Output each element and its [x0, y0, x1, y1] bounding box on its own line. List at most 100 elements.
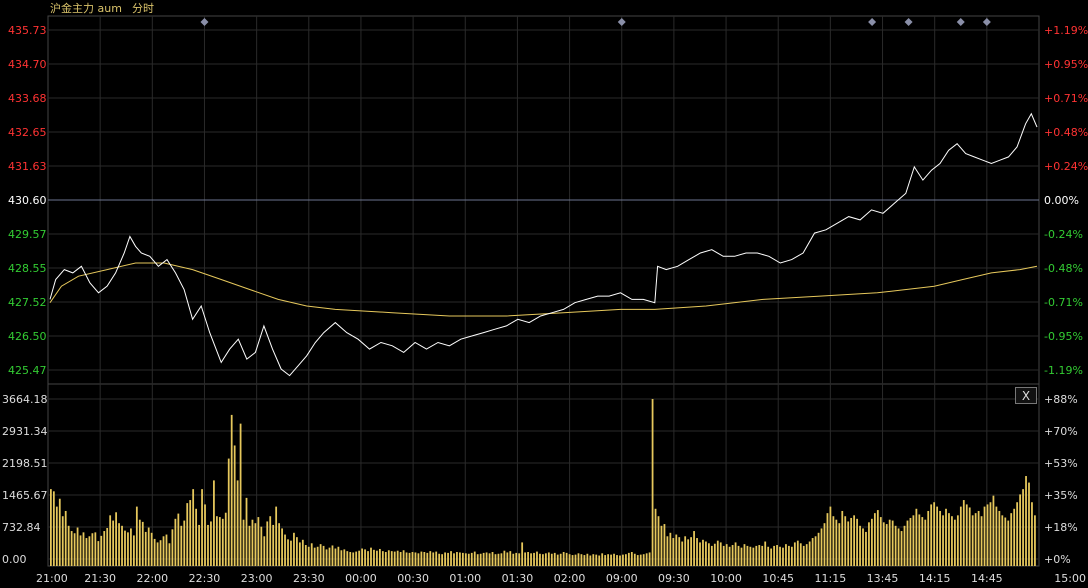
volume-bar [796, 540, 799, 566]
volume-bar [927, 510, 930, 566]
volume-bar [533, 552, 535, 566]
volume-bar [924, 519, 927, 566]
volume-bar [722, 545, 725, 566]
volume-bar [530, 553, 532, 566]
time-tick-label: 14:15 [919, 572, 951, 585]
volume-bar [790, 546, 793, 566]
volume-bar [814, 536, 817, 566]
percent-tick-label: +0.71% [1044, 92, 1088, 105]
volume-bar [705, 541, 707, 566]
volume-bar [227, 458, 230, 566]
volume-bar [636, 555, 639, 566]
volume-bar [651, 399, 654, 566]
volume-bar [986, 504, 989, 566]
volume-bar [512, 553, 515, 566]
event-marker[interactable] [904, 18, 913, 26]
volume-bar [396, 550, 399, 566]
volume-bar [467, 553, 470, 566]
volume-bar [254, 523, 257, 566]
volume-tick-label: 2198.51 [2, 457, 48, 470]
event-marker[interactable] [868, 18, 877, 26]
volume-bar [850, 517, 853, 566]
volume-bar [482, 552, 485, 566]
volume-bar [384, 552, 387, 566]
percent-tick-label: -0.71% [1044, 296, 1083, 309]
volume-bar [207, 524, 209, 566]
volume-tick-label: 0.00 [2, 553, 27, 566]
close-volume-panel-button[interactable]: X [1015, 387, 1037, 404]
volume-bar [699, 542, 701, 566]
volume-bar [218, 517, 221, 566]
volume-bar [509, 551, 512, 566]
volume-bar [450, 551, 452, 566]
volume-bar [764, 541, 767, 566]
volume-bar [97, 541, 100, 566]
price-tick-label: 426.50 [8, 330, 47, 343]
volume-bar [168, 543, 171, 566]
time-tick-label: 10:45 [762, 572, 794, 585]
volume-bar [610, 554, 612, 566]
chart-mode-label: 分时 [132, 2, 154, 15]
price-tick-label: 435.73 [8, 24, 47, 37]
volume-bar [829, 506, 832, 566]
volume-bar [1031, 502, 1033, 566]
volume-bar [939, 510, 941, 566]
volume-bar [630, 552, 633, 566]
volume-bar [666, 536, 669, 566]
volume-bar [50, 489, 52, 566]
volume-bars [50, 399, 1036, 566]
volume-bar [138, 519, 141, 566]
volume-bar [882, 522, 885, 566]
volume-bar [758, 545, 761, 566]
volume-bar [971, 515, 974, 566]
event-marker[interactable] [982, 18, 991, 26]
volume-bar [799, 543, 802, 566]
time-tick-label: 22:00 [136, 572, 168, 585]
volume-bar [171, 529, 174, 566]
volume-bar [162, 536, 165, 566]
volume-bar [370, 547, 372, 566]
volume-bar [838, 523, 841, 566]
price-tick-label: 427.52 [8, 296, 47, 309]
volume-bar [159, 540, 162, 566]
volume-bar [936, 506, 939, 566]
volume-bar [672, 538, 675, 566]
volume-bar [921, 517, 924, 566]
time-tick-label: 23:00 [241, 572, 273, 585]
volume-bar [776, 545, 778, 566]
volume-bar [239, 423, 242, 566]
volume-bar [1001, 515, 1004, 566]
price-line [49, 112, 1038, 377]
volume-bar [868, 522, 870, 566]
volume-bar [322, 545, 325, 566]
volume-bar [251, 519, 254, 566]
volume-bar [337, 546, 340, 566]
volume-bar [233, 445, 236, 566]
volume-bar [67, 525, 70, 566]
volume-bar [725, 544, 728, 566]
volume-bar [556, 554, 559, 566]
volume-bar [195, 508, 198, 566]
volume-bar [524, 552, 527, 566]
volume-bar [432, 552, 435, 566]
volume-bar [592, 554, 595, 566]
volume-bar [358, 550, 361, 566]
volume-bar [547, 552, 550, 566]
volume-bar [485, 552, 488, 566]
volume-bar [461, 552, 464, 566]
volume-bar [58, 498, 61, 566]
volume-bar [702, 539, 704, 566]
volume-bar [1028, 482, 1030, 566]
event-marker[interactable] [617, 18, 626, 26]
volume-bar [263, 536, 266, 566]
volume-percent-label: +88% [1044, 393, 1078, 406]
volume-bar [334, 548, 337, 566]
event-marker[interactable] [200, 18, 209, 26]
volume-percent-label: +35% [1044, 489, 1078, 502]
event-marker[interactable] [956, 18, 965, 26]
volume-bar [755, 545, 758, 566]
volume-bar [381, 551, 384, 566]
volume-bar [553, 552, 556, 566]
volume-bar [660, 525, 663, 566]
